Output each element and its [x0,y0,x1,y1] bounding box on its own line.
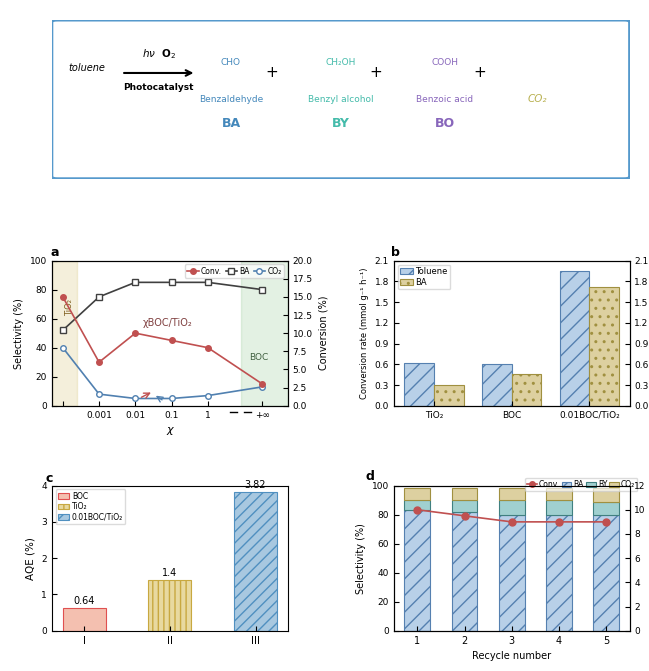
Bar [234,492,277,631]
Y-axis label: Conversion rate (mmol g⁻¹ h⁻¹): Conversion rate (mmol g⁻¹ h⁻¹) [360,268,369,399]
Text: χBOC/TiO₂: χBOC/TiO₂ [143,318,192,328]
FancyBboxPatch shape [52,20,630,178]
BA [59,326,67,334]
Text: COOH: COOH [431,58,458,67]
Bar [546,500,572,515]
CO₂ [59,344,67,352]
Bar [241,260,288,406]
CO₂ [95,390,103,398]
Bar [404,510,430,631]
X-axis label: χ: χ [167,425,173,435]
Text: toluene: toluene [68,62,105,72]
Bar [63,607,106,631]
Text: b: b [391,246,400,259]
BA [204,278,212,287]
Text: Benzaldehyde: Benzaldehyde [199,95,263,104]
BA [132,278,140,287]
Text: $h\nu$  O$_2$: $h\nu$ O$_2$ [141,48,176,61]
Text: Photocatalyst: Photocatalyst [123,83,194,93]
Bar [404,363,434,406]
Bar [498,515,524,631]
CO₂ [258,383,266,391]
Text: BY: BY [332,117,350,130]
Bar [511,374,541,406]
Bar [149,580,191,631]
Bar [452,512,478,631]
Legend: Toluene, BA: Toluene, BA [398,265,450,289]
Text: +: + [265,66,278,81]
Y-axis label: AQE (%): AQE (%) [26,537,36,580]
Bar [498,500,524,515]
Text: 0.64: 0.64 [73,596,95,606]
Conv. [258,380,266,388]
Bar [589,287,618,406]
CO₂ [167,395,175,403]
Text: +: + [369,66,382,81]
Legend: Conv., BA, CO₂: Conv., BA, CO₂ [185,264,284,278]
Text: CHO: CHO [221,58,241,67]
Text: 1.4: 1.4 [162,568,177,578]
Text: d: d [365,470,374,482]
Text: Benzoic acid: Benzoic acid [416,95,473,104]
Text: 3.82: 3.82 [245,480,266,491]
Conv. [167,336,175,344]
Text: CO₂: CO₂ [528,95,547,105]
Bar [404,500,430,510]
Bar [593,501,618,515]
Bar [546,515,572,631]
BA [258,286,266,294]
Bar [52,260,77,406]
Text: CH₂OH: CH₂OH [326,58,356,67]
Bar [404,488,430,500]
Conv. [59,293,67,301]
Line: BA: BA [60,280,265,333]
CO₂ [132,395,140,403]
Legend: Conv., BA, BY, CO₂: Conv., BA, BY, CO₂ [525,478,637,491]
Text: a: a [50,246,58,259]
Text: BA: BA [221,117,241,130]
Y-axis label: Selectivity (%): Selectivity (%) [356,523,366,594]
Text: BOC: BOC [250,353,269,362]
Text: c: c [45,472,53,485]
Bar [546,488,572,500]
Bar [593,515,618,631]
Line: Conv.: Conv. [60,294,265,386]
Conv. [95,358,103,366]
Legend: BOC, TiO₂, 0.01BOC/TiO₂: BOC, TiO₂, 0.01BOC/TiO₂ [56,489,125,524]
X-axis label: Recycle number: Recycle number [472,651,551,661]
Bar [498,488,524,500]
Bar [560,271,589,406]
Bar [593,488,618,501]
Text: Benzyl alcohol: Benzyl alcohol [308,95,374,104]
Conv. [204,344,212,352]
Conv. [132,329,140,338]
Line: CO₂: CO₂ [60,345,265,401]
Bar [452,500,478,512]
BA [95,293,103,301]
Text: TiO₂: TiO₂ [65,299,73,316]
Text: +: + [473,66,485,81]
CO₂ [204,392,212,400]
BA [167,278,175,287]
Bar [452,488,478,500]
Text: BO: BO [435,117,455,130]
Y-axis label: Selectivity (%): Selectivity (%) [14,298,24,368]
Bar [434,385,463,406]
Bar [482,364,511,406]
Y-axis label: Conversion (%): Conversion (%) [318,296,328,370]
